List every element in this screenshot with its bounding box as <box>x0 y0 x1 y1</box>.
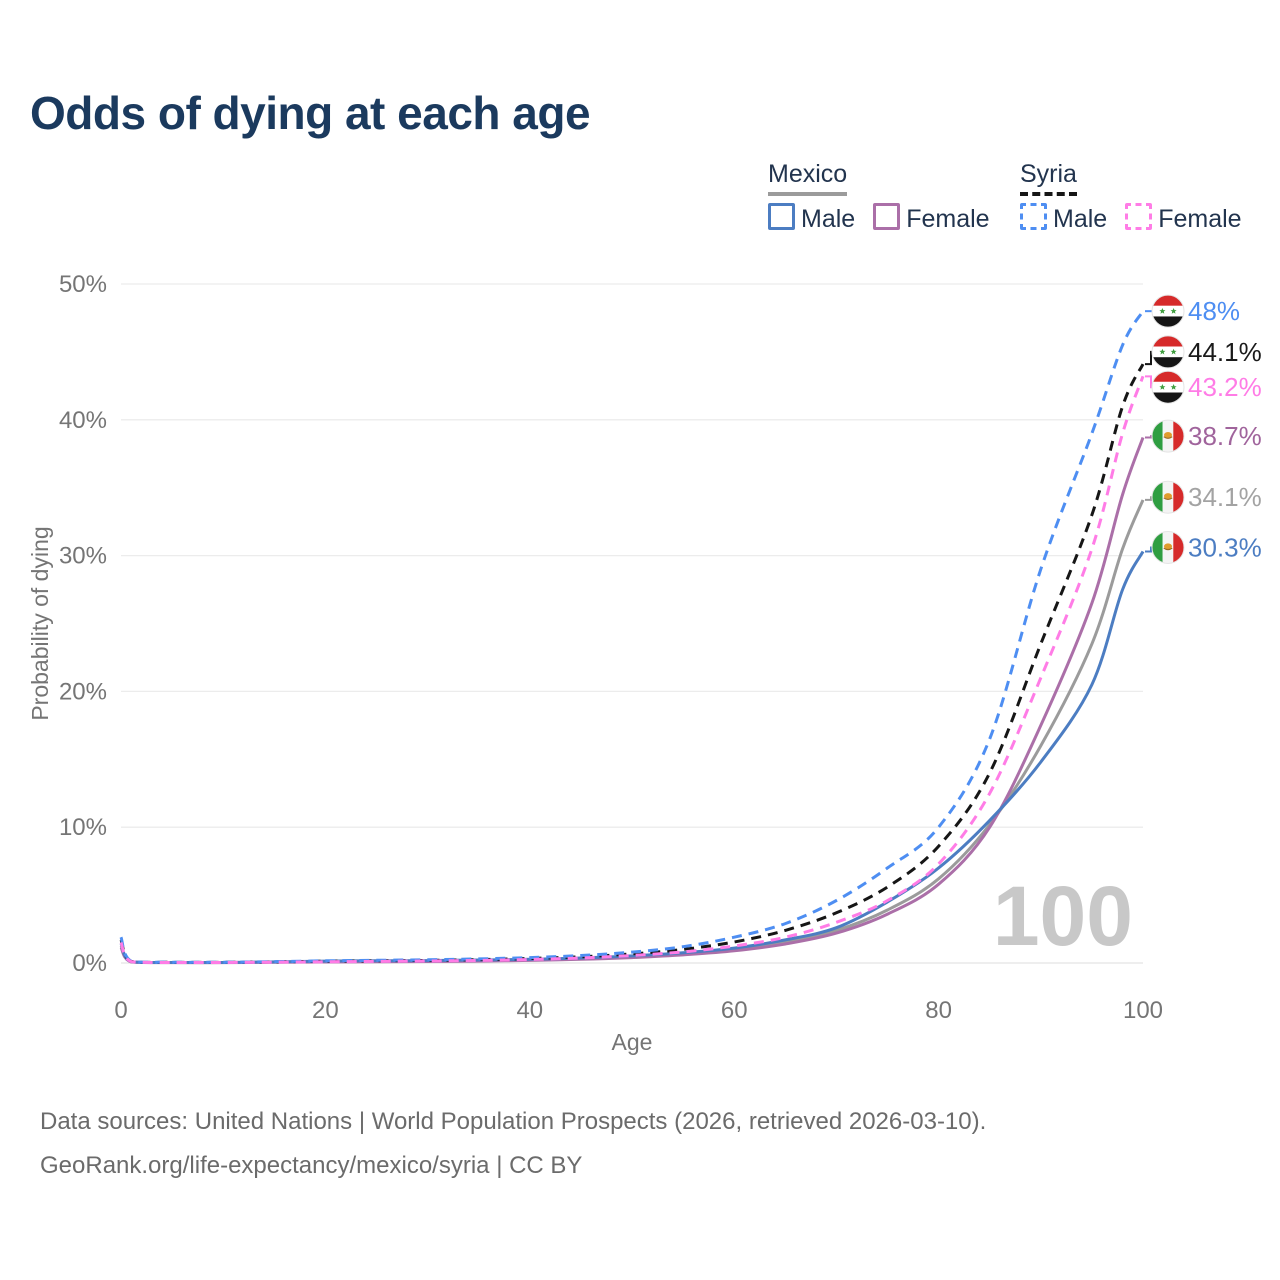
x-tick-label: 80 <box>925 997 952 1024</box>
mexico-flag-icon <box>1152 531 1184 563</box>
y-tick-label: 30% <box>59 543 107 570</box>
end-value-label-syria-female: 43.2% <box>1188 372 1262 402</box>
legend-checkbox-syria-female[interactable] <box>1125 203 1153 230</box>
syria-flag-icon <box>1152 371 1184 403</box>
mexico-flag-icon <box>1152 420 1184 452</box>
syria-flag-icon <box>1152 295 1184 327</box>
legend-group-mexico: Mexico Male Female <box>768 160 1008 234</box>
data-sources-footer: Data sources: United Nations | World Pop… <box>40 1100 986 1188</box>
footer-sources-line: Data sources: United Nations | World Pop… <box>40 1108 987 1135</box>
y-tick-label: 0% <box>72 950 107 977</box>
legend-group-syria: Syria Male Female <box>1020 160 1260 234</box>
legend-label-syria-male: Male <box>1053 205 1108 233</box>
y-axis-title: Probability of dying <box>27 526 53 720</box>
y-tick-label: 20% <box>59 678 107 705</box>
end-value-label-mexico-female: 38.7% <box>1188 421 1262 451</box>
end-value-label-syria-male: 48% <box>1188 296 1240 326</box>
y-tick-label: 10% <box>59 814 107 841</box>
mexico-flag-icon <box>1152 481 1184 513</box>
legend-checkbox-mexico-female[interactable] <box>873 203 901 230</box>
page-title: Odds of dying at each age <box>30 87 591 139</box>
end-value-label-mexico-male: 30.3% <box>1188 532 1262 562</box>
x-axis-title: Age <box>612 1029 653 1055</box>
legend-checkbox-mexico-male[interactable] <box>768 203 795 230</box>
legend-country-syria: Syria <box>1020 160 1077 196</box>
line-syria[interactable] <box>119 363 1145 964</box>
x-tick-label: 100 <box>1123 997 1163 1024</box>
end-value-label-mexico: 34.1% <box>1188 482 1262 512</box>
legend-label-mexico-male: Male <box>801 205 856 233</box>
line-syria-male[interactable] <box>119 310 1145 964</box>
line-syria-female[interactable] <box>119 375 1145 965</box>
x-tick-label: 20 <box>312 997 339 1024</box>
legend-country-mexico: Mexico <box>768 160 848 196</box>
x-tick-label: 40 <box>516 997 543 1024</box>
x-tick-label: 0 <box>114 997 127 1024</box>
line-mexico-male[interactable] <box>119 550 1145 965</box>
y-tick-label: 50% <box>59 271 107 298</box>
syria-flag-icon <box>1152 336 1184 368</box>
legend-label-syria-female: Female <box>1158 205 1242 233</box>
footer-attribution-line: GeoRank.org/life-expectancy/mexico/syria… <box>40 1152 583 1179</box>
y-tick-label: 40% <box>59 407 107 434</box>
x-tick-label: 60 <box>721 997 748 1024</box>
end-value-label-syria: 44.1% <box>1188 337 1262 367</box>
legend-checkbox-syria-male[interactable] <box>1020 203 1047 230</box>
line-mexico[interactable] <box>119 499 1145 965</box>
legend-label-mexico-female: Female <box>906 205 990 233</box>
line-mexico-female[interactable] <box>119 436 1145 965</box>
age-watermark: 100 <box>993 869 1133 963</box>
